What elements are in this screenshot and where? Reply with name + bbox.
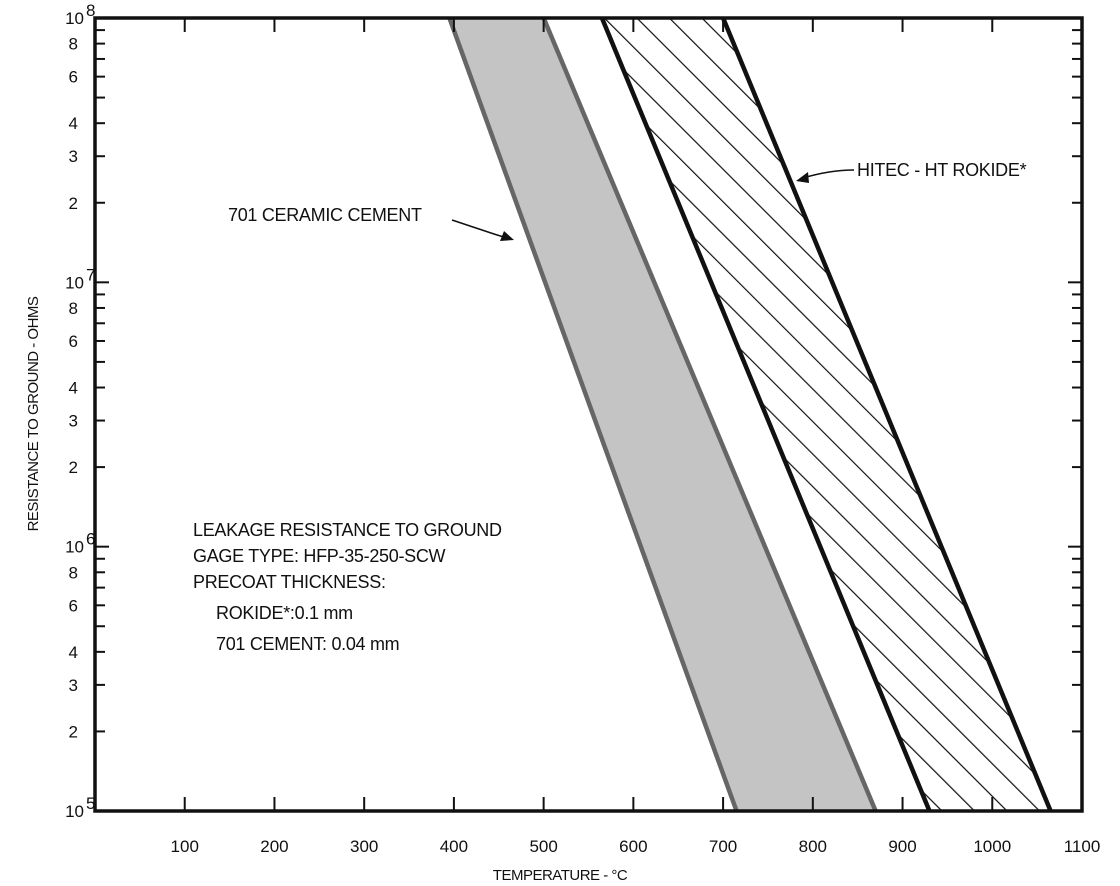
x-axis-title: TEMPERATURE - °C: [493, 867, 628, 884]
y-tick-label: 10: [65, 273, 84, 292]
y-tick-label: 10: [65, 9, 84, 28]
rokide-arrow-icon: [796, 172, 809, 183]
x-tick-label: 600: [619, 837, 647, 856]
y-tick-exponent: 8: [86, 1, 95, 20]
rokide-band: [602, 18, 1051, 811]
y-tick-label: 8: [69, 299, 78, 318]
info-block: LEAKAGE RESISTANCE TO GROUND GAGE TYPE: …: [193, 520, 502, 654]
x-tick-label: 800: [799, 837, 827, 856]
y-tick-exponent: 5: [86, 794, 95, 813]
x-tick-label: 200: [260, 837, 288, 856]
y-tick-label: 2: [69, 194, 78, 213]
y-tick-label: 6: [69, 596, 78, 615]
info-line: PRECOAT THICKNESS:: [193, 572, 386, 592]
y-tick-label: 8: [69, 35, 78, 54]
x-tick-label: 400: [440, 837, 468, 856]
y-tick-label: 6: [69, 332, 78, 351]
info-line: LEAKAGE RESISTANCE TO GROUND: [193, 520, 502, 540]
y-tick-label: 2: [69, 458, 78, 477]
y-tick-label: 3: [69, 676, 78, 695]
y-tick-exponent: 6: [86, 530, 95, 549]
rokide-band-edge: [599, 18, 932, 811]
info-line: ROKIDE*:0.1 mm: [216, 603, 353, 623]
y-tick-label: 8: [69, 563, 78, 582]
x-tick-label: 500: [529, 837, 557, 856]
y-axis-title: RESISTANCE TO GROUND - OHMS: [25, 296, 42, 531]
y-tick-exponent: 7: [86, 265, 95, 284]
cement-arrow-icon: [500, 231, 514, 241]
cement-annotation: 701 CERAMIC CEMENT: [228, 205, 514, 241]
info-line: 701 CEMENT: 0.04 mm: [216, 634, 399, 654]
y-tick-label: 3: [69, 147, 78, 166]
cement-band: [449, 18, 876, 811]
x-tick-label: 100: [171, 837, 199, 856]
y-tick-label: 4: [69, 114, 78, 133]
x-tick-label: 300: [350, 837, 378, 856]
rokide-band-edge: [721, 18, 1053, 811]
rokide-label: HITEC - HT ROKIDE*: [857, 160, 1027, 180]
cement-label: 701 CERAMIC CEMENT: [228, 205, 422, 225]
x-tick-label: 700: [709, 837, 737, 856]
x-tick-label: 900: [888, 837, 916, 856]
y-tick-label: 2: [69, 722, 78, 741]
y-tick-label: 10: [65, 538, 84, 557]
y-tick-label: 3: [69, 412, 78, 431]
rokide-annotation: HITEC - HT ROKIDE*: [796, 160, 1027, 183]
cement-band-edge: [447, 18, 739, 811]
y-tick-label: 4: [69, 379, 78, 398]
x-tick-label: 1000: [973, 837, 1011, 856]
y-tick-label: 4: [69, 643, 78, 662]
rokide-leader-line: [802, 169, 855, 179]
cement-leader-line: [451, 219, 511, 240]
y-tick-label: 10: [65, 802, 84, 821]
y-tick-label: 6: [69, 68, 78, 87]
plot-frame: [93, 16, 1084, 813]
info-line: GAGE TYPE: HFP-35-250-SCW: [193, 546, 446, 566]
x-tick-label: 1100: [1064, 837, 1101, 856]
cement-band-edge: [541, 18, 878, 811]
